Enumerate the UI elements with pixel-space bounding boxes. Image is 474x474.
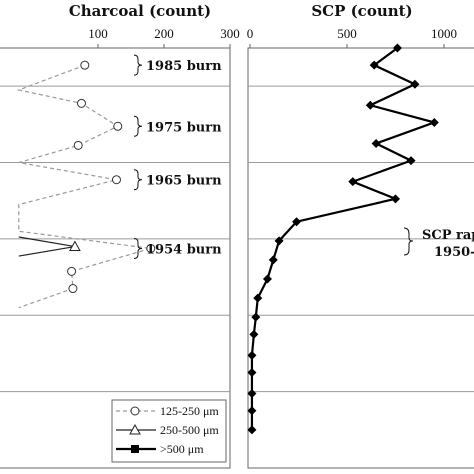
scp-tick-label: 500 [337,26,357,41]
charcoal-gridlines [0,85,230,393]
scp-point [369,60,379,70]
legend-item-125-250: 125-250 μm [116,404,219,418]
legend-label-250-500: 250-500 μm [160,423,219,437]
burn-annotations: 1985 burn 1975 burn 1965 burn 1954 burn [133,54,222,259]
scp-point [247,425,257,435]
point-125-250 [111,175,121,185]
scp-annotation-bracket [403,227,414,256]
scp-point [292,217,302,227]
scp-panel: 0 500 1000 SCP rap 1950-6 [247,26,474,469]
scp-point [429,117,439,127]
burn-label: 1985 burn [146,59,222,74]
point-125-250 [80,60,90,70]
charcoal-tick-labels: 100 200 300 [88,26,240,48]
legend-item-500: >500 μm [116,442,204,456]
scp-annotation: SCP rap 1950-6 [403,227,474,260]
scp-point [247,368,257,378]
scp-annotation-line2: 1950-6 [434,245,474,260]
scp-title: SCP (count) [311,2,412,20]
point-125-250 [146,243,156,253]
legend-label-125-250: 125-250 μm [160,404,219,418]
charcoal-tick-label: 100 [88,26,108,41]
burn-label: 1965 burn [146,174,222,189]
scp-point [251,312,261,322]
burn-brace [133,169,143,191]
scp-point [247,389,257,399]
scp-point [268,255,278,265]
burn-label: 1975 burn [146,120,222,135]
scp-point [348,177,358,187]
charcoal-series [16,60,156,309]
scp-gridlines [248,85,474,393]
legend-item-250-500: 250-500 μm [116,423,219,437]
scp-point [274,236,284,246]
scp-tick-label: 0 [247,26,254,41]
scp-point [406,156,416,166]
scp-point [247,406,257,416]
legend-marker-square [131,445,139,453]
legend-marker-triangle [129,423,141,435]
scp-plot-frame [247,47,474,469]
scp-point [410,79,420,89]
burn-brace [133,237,143,259]
scp-point [365,100,375,110]
scp-point [392,43,402,53]
burn-brace [133,54,143,76]
legend: 125-250 μm 250-500 μm >500 μm [111,399,227,463]
burn-brace [133,115,143,137]
charcoal-panel: 100 200 300 1985 burn 1975 burn 1965 burn 195… [0,26,240,469]
scp-tick-labels: 0 500 1000 [247,26,457,48]
point-125-250 [73,140,83,150]
legend-marker-circle [130,406,140,416]
scp-point [391,194,400,204]
charcoal-tick-label: 200 [154,26,174,41]
series-250-500-line [18,236,76,257]
charcoal-plot-frame [0,47,231,469]
scp-point [249,329,259,339]
scp-tick-label: 1000 [431,26,457,41]
scp-point [253,293,263,303]
point-125-250 [67,266,77,276]
scp-point [247,350,257,360]
legend-label-500: >500 μm [160,442,204,456]
point-125-250 [113,121,123,131]
point-125-250 [68,284,78,294]
charcoal-tick-label: 300 [220,26,240,41]
scp-series [247,43,439,435]
burn-label: 1954 burn [146,242,222,257]
charcoal-title: Charcoal (count) [69,2,211,20]
point-250-500 [69,240,81,252]
scp-point [262,274,272,284]
scp-point [371,138,381,148]
point-125-250 [77,98,86,108]
scp-annotation-line1: SCP rap [422,228,474,243]
